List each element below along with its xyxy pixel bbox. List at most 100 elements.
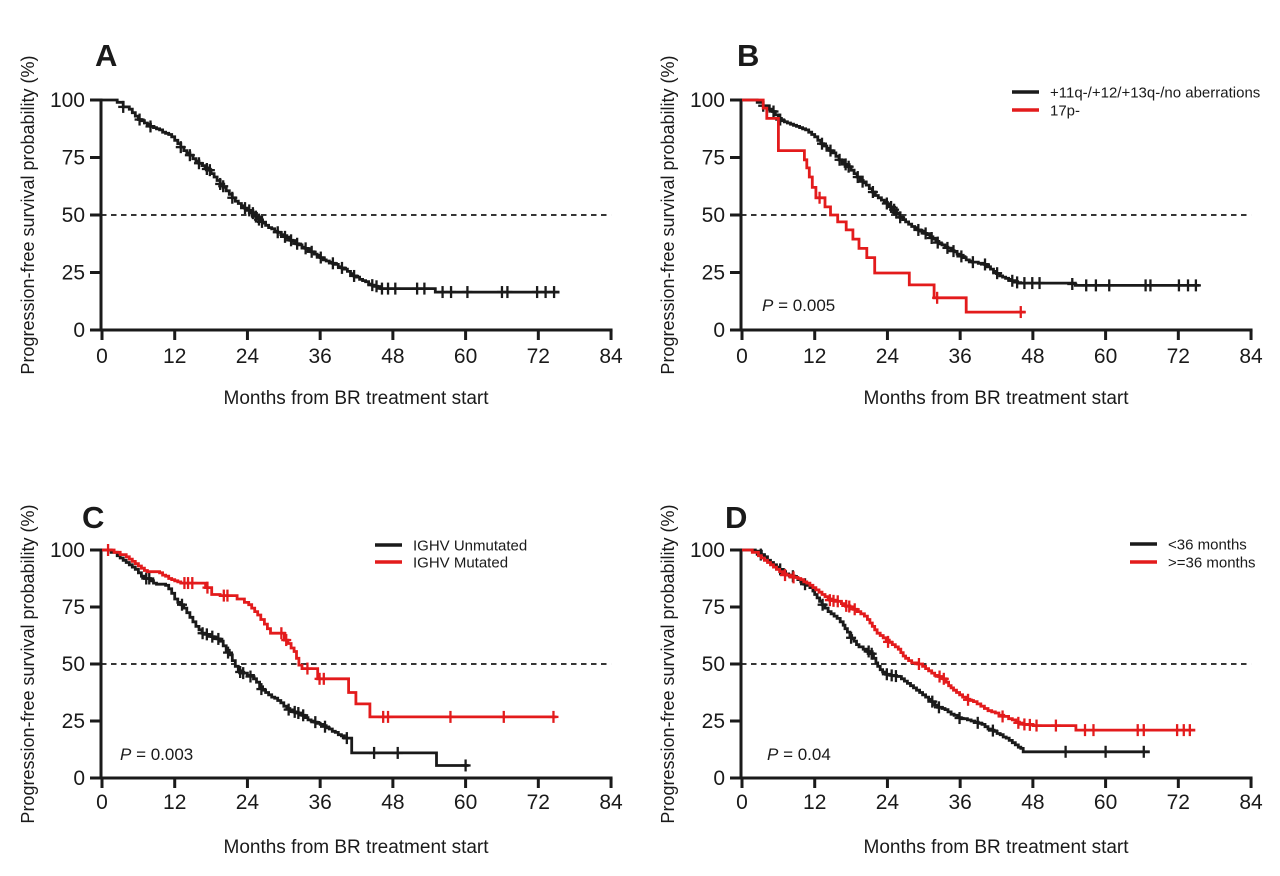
x-tick-label: 12 (803, 345, 826, 368)
x-axis-label: Months from BR treatment start (864, 837, 1130, 858)
x-axis-label: Months from BR treatment start (224, 388, 490, 409)
x-tick-label: 0 (96, 791, 108, 814)
x-tick-label: 48 (1021, 791, 1044, 814)
y-tick-label: 25 (702, 262, 725, 285)
panel-letter: C (82, 500, 104, 535)
p-value-symbol: P (120, 745, 132, 764)
y-tick-label: 75 (702, 596, 725, 619)
x-tick-label: 84 (599, 345, 623, 368)
panel-letter: B (737, 38, 759, 73)
panel-d: Progression-free survival probability (%… (640, 438, 1280, 876)
x-tick-label: 24 (236, 345, 260, 368)
censor-marks-ighv-mutated (103, 544, 559, 723)
x-tick-label: 48 (1021, 345, 1044, 368)
km-curve-ighv-mutated (102, 548, 557, 719)
panel-letter: A (95, 38, 117, 73)
x-tick-label: 36 (308, 791, 331, 814)
panel-c-chart: Progression-free survival probability (%… (18, 500, 623, 858)
panel-b-chart: Progression-free survival probability (%… (658, 38, 1263, 409)
y-tick-label: 75 (702, 147, 725, 170)
km-series-36-months (742, 548, 1196, 737)
x-tick-label: 60 (454, 791, 477, 814)
x-tick-label: 0 (736, 345, 748, 368)
x-tick-label: 72 (527, 791, 550, 814)
legend-label-36-months: <36 months (1168, 537, 1247, 554)
x-tick-label: 72 (1167, 791, 1190, 814)
y-axis-label: Progression-free survival probability (%… (658, 55, 678, 374)
x-tick-label: 36 (308, 345, 331, 368)
km-series-ighv-mutated (102, 544, 559, 723)
y-tick-label: 50 (702, 653, 725, 676)
km-curve-11q-12-13q-no-aberrations (742, 98, 1200, 287)
censor-marks-ighv-unmutated (141, 572, 471, 772)
x-tick-label: 84 (599, 791, 623, 814)
legend-label-ighv-unmutated: IGHV Unmutated (413, 538, 527, 555)
x-tick-label: 48 (381, 345, 404, 368)
p-value: P = 0.003 (120, 745, 193, 764)
x-tick-label: 24 (236, 791, 260, 814)
y-tick-label: 75 (62, 596, 85, 619)
panel-d-chart: Progression-free survival probability (%… (658, 500, 1263, 858)
panel-a-chart: Progression-free survival probability (%… (18, 38, 623, 409)
km-series-11q-12-13q-no-aberrations (742, 98, 1201, 292)
y-axis-label: Progression-free survival probability (%… (18, 55, 38, 374)
p-value: P = 0.04 (767, 745, 831, 764)
x-tick-label: 36 (948, 791, 971, 814)
x-tick-label: 0 (736, 791, 748, 814)
x-tick-label: 12 (163, 791, 186, 814)
legend-label-36-months: >=36 months (1168, 555, 1256, 572)
x-tick-label: 12 (163, 345, 186, 368)
p-value-number: = 0.04 (778, 745, 830, 764)
y-axis-label: Progression-free survival probability (%… (18, 504, 38, 823)
km-curve-ighv-unmutated (102, 548, 469, 767)
legend-label-17p: 17p- (1050, 103, 1080, 120)
censor-marks-17p (814, 191, 1026, 319)
km-series-17p (742, 98, 1026, 319)
panel-c: Progression-free survival probability (%… (0, 438, 640, 876)
panel-b: Progression-free survival probability (%… (640, 0, 1280, 438)
km-series-series (102, 98, 560, 299)
y-tick-label: 100 (690, 539, 725, 562)
y-axis-label: Progression-free survival probability (%… (658, 504, 678, 823)
x-tick-label: 48 (381, 791, 404, 814)
x-tick-label: 36 (948, 345, 971, 368)
y-tick-label: 50 (62, 653, 85, 676)
y-tick-label: 50 (702, 204, 725, 227)
legend-label-11q-12-13q-no-aberrations: +11q-/+12/+13q-/no aberrations (1050, 85, 1260, 102)
x-tick-label: 24 (876, 345, 900, 368)
x-tick-label: 12 (803, 791, 826, 814)
y-tick-label: 0 (713, 767, 725, 790)
panel-a: Progression-free survival probability (%… (0, 0, 640, 438)
y-tick-label: 25 (702, 710, 725, 733)
panel-letter: D (725, 500, 747, 535)
y-tick-label: 50 (62, 204, 85, 227)
p-value-symbol: P (762, 296, 774, 315)
y-tick-label: 25 (62, 262, 85, 285)
legend: <36 months>=36 months (1130, 537, 1256, 572)
y-tick-label: 100 (50, 89, 85, 112)
x-tick-label: 72 (1167, 345, 1190, 368)
y-tick-label: 0 (713, 319, 725, 342)
legend-label-ighv-mutated: IGHV Mutated (413, 555, 508, 572)
x-tick-label: 60 (1094, 345, 1117, 368)
x-tick-label: 60 (1094, 791, 1117, 814)
p-value-number: = 0.005 (773, 296, 835, 315)
censor-marks-series (118, 100, 560, 299)
x-tick-label: 72 (527, 345, 550, 368)
y-tick-label: 25 (62, 710, 85, 733)
x-axis-label: Months from BR treatment start (224, 837, 490, 858)
x-axis-label: Months from BR treatment start (864, 388, 1130, 409)
y-tick-label: 100 (690, 89, 725, 112)
censor-marks-11q-12-13q-no-aberrations (758, 99, 1201, 292)
p-value-number: = 0.003 (131, 745, 193, 764)
y-tick-label: 75 (62, 147, 85, 170)
censor-marks-36-months (755, 548, 1149, 758)
x-tick-label: 24 (876, 791, 900, 814)
p-value-symbol: P (767, 745, 779, 764)
x-tick-label: 84 (1239, 345, 1263, 368)
km-curve-17p (742, 98, 1026, 314)
censor-marks-36-months (780, 569, 1195, 737)
